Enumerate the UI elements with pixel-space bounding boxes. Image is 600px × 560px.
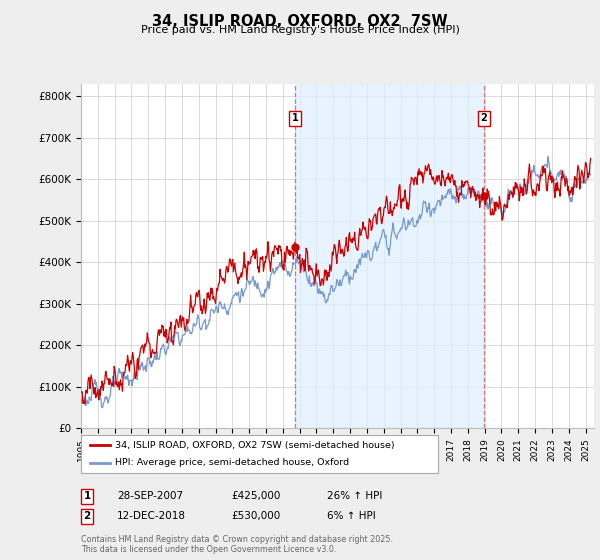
Text: Contains HM Land Registry data © Crown copyright and database right 2025.
This d: Contains HM Land Registry data © Crown c… xyxy=(81,535,393,554)
Text: 34, ISLIP ROAD, OXFORD, OX2  7SW: 34, ISLIP ROAD, OXFORD, OX2 7SW xyxy=(152,14,448,29)
Text: 2: 2 xyxy=(481,114,487,123)
Text: 26% ↑ HPI: 26% ↑ HPI xyxy=(327,491,382,501)
Text: 34, ISLIP ROAD, OXFORD, OX2 7SW (semi-detached house): 34, ISLIP ROAD, OXFORD, OX2 7SW (semi-de… xyxy=(115,441,395,450)
Text: 6% ↑ HPI: 6% ↑ HPI xyxy=(327,511,376,521)
Text: 1: 1 xyxy=(292,114,299,123)
Text: 28-SEP-2007: 28-SEP-2007 xyxy=(117,491,183,501)
Text: HPI: Average price, semi-detached house, Oxford: HPI: Average price, semi-detached house,… xyxy=(115,459,349,468)
Text: 1: 1 xyxy=(83,491,91,501)
Text: Price paid vs. HM Land Registry's House Price Index (HPI): Price paid vs. HM Land Registry's House … xyxy=(140,25,460,35)
Text: £425,000: £425,000 xyxy=(231,491,280,501)
Text: 2: 2 xyxy=(83,511,91,521)
Text: £530,000: £530,000 xyxy=(231,511,280,521)
Text: 12-DEC-2018: 12-DEC-2018 xyxy=(117,511,186,521)
Bar xyxy=(295,84,484,428)
